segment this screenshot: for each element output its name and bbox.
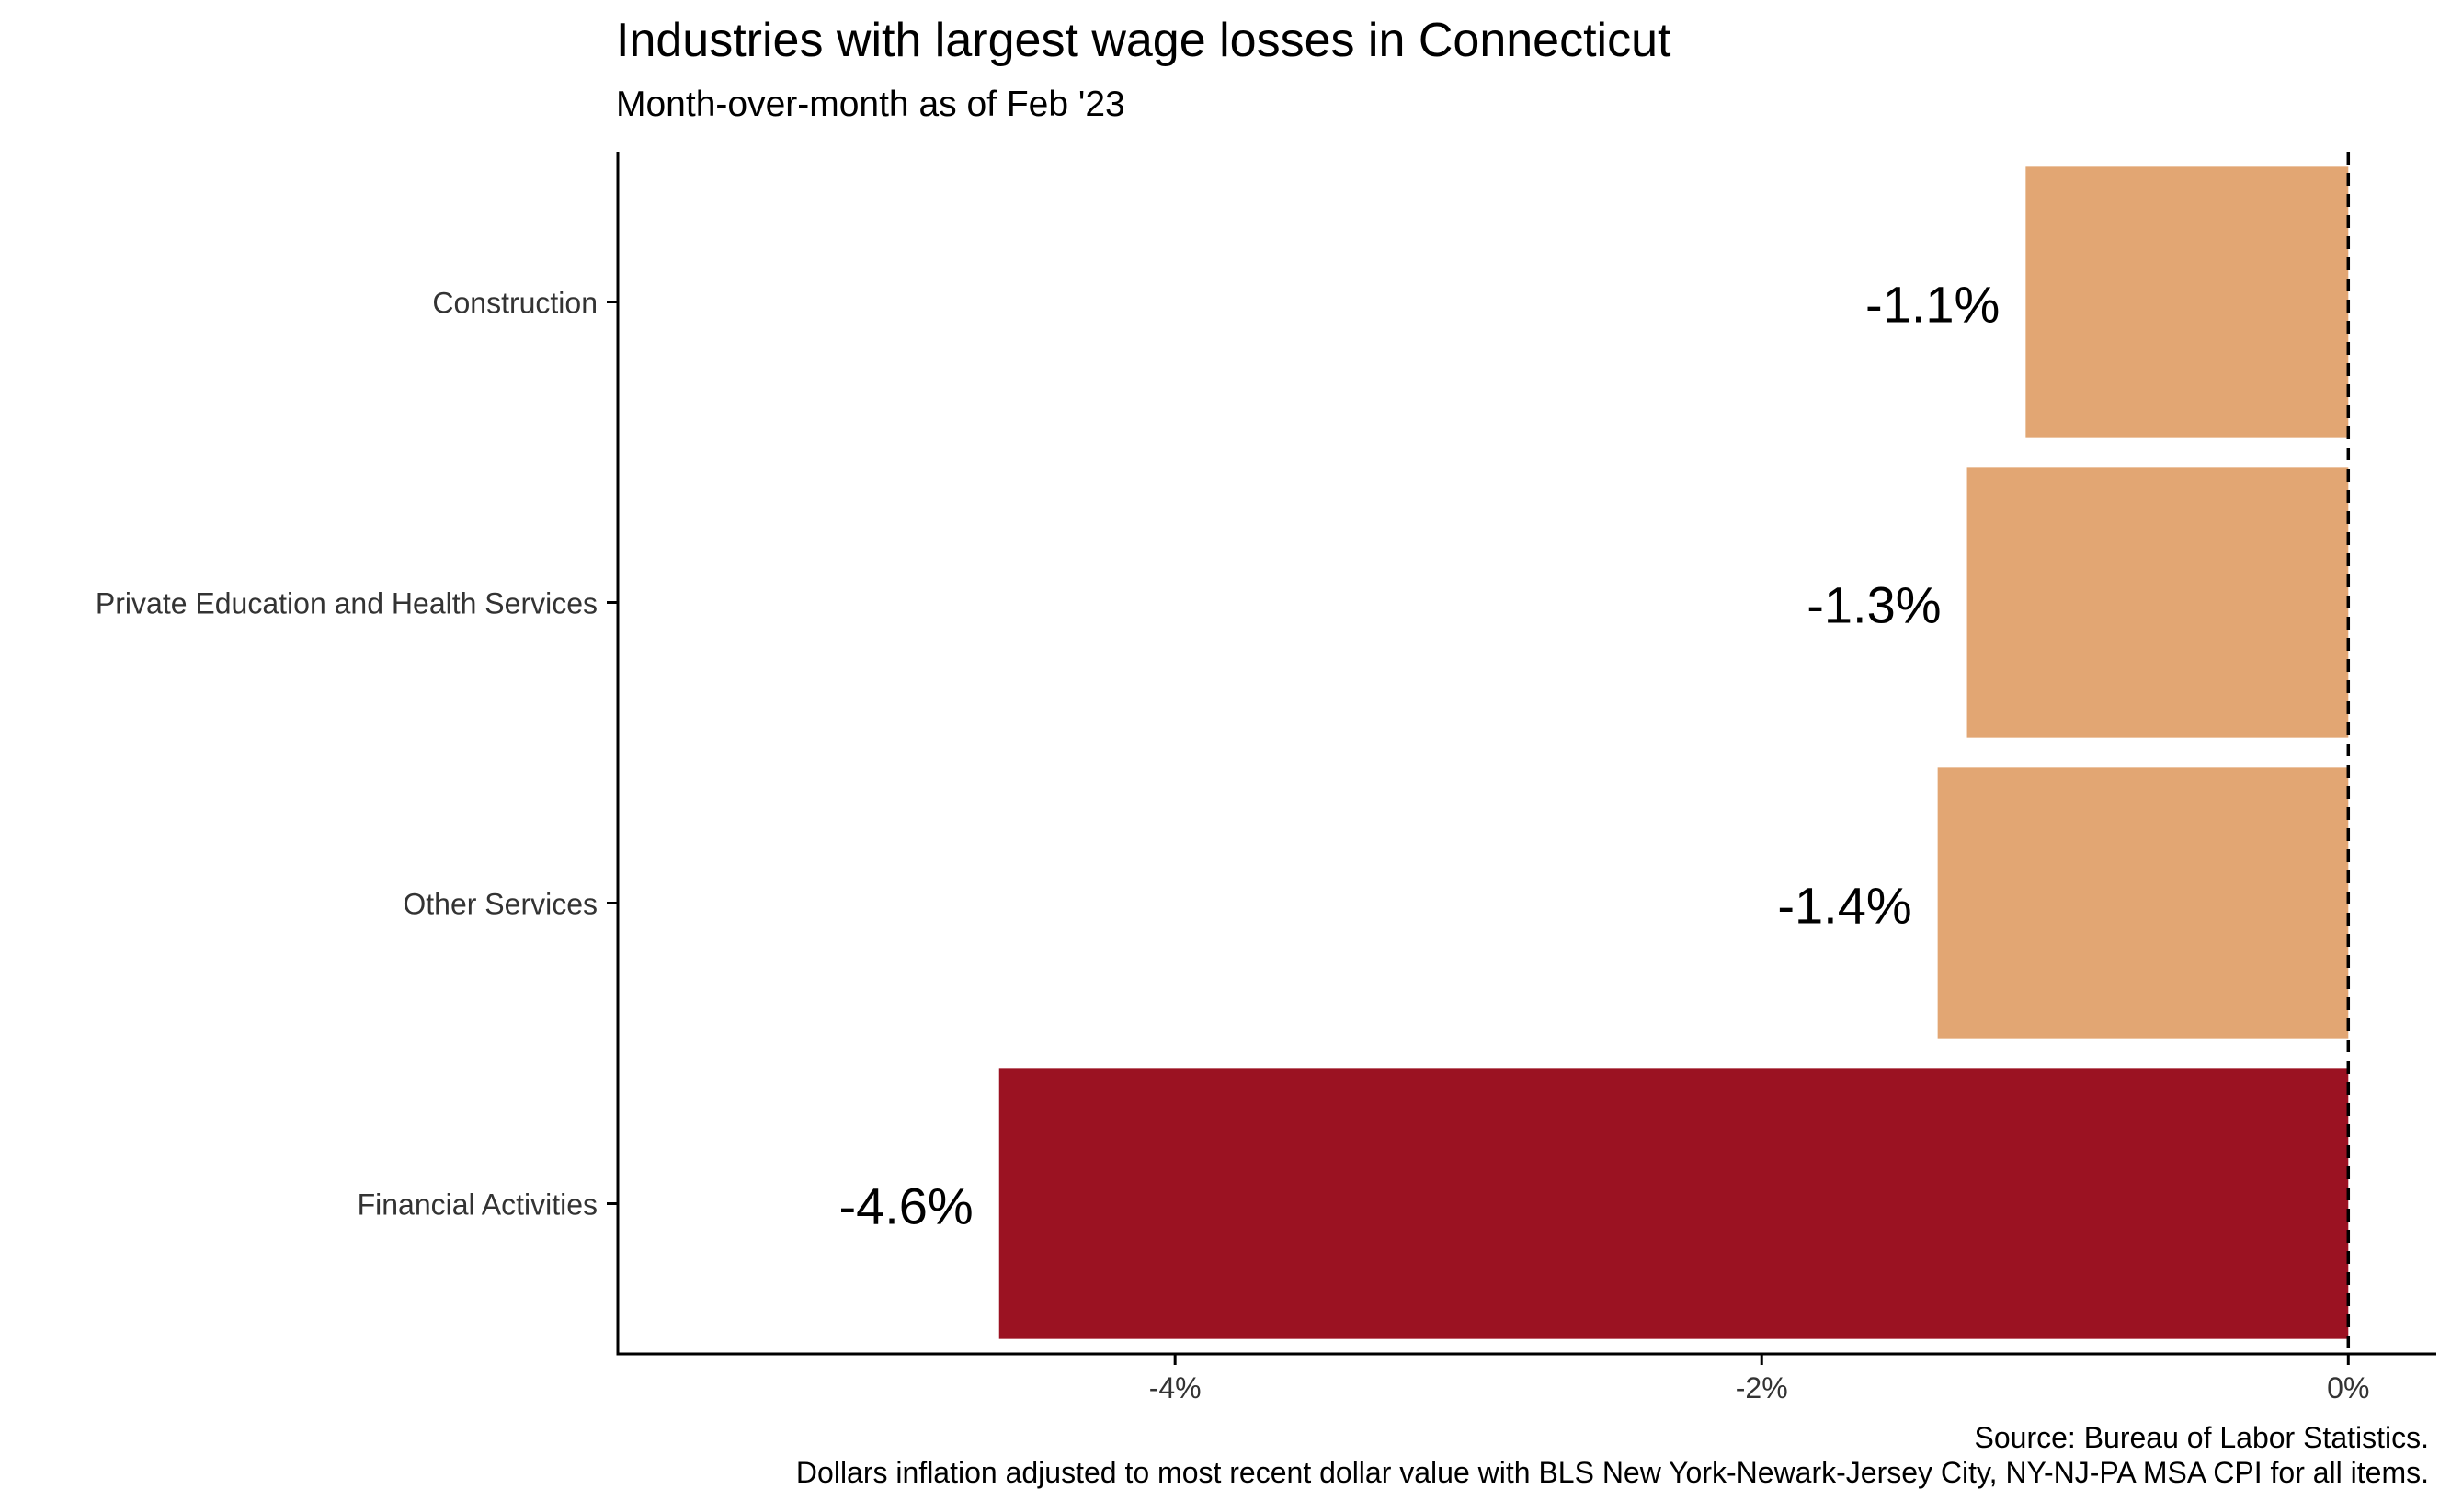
y-tick-label-2: Private Education and Health Services	[96, 587, 598, 620]
data-label-4: -4.6%	[838, 1177, 973, 1235]
chart-title: Industries with largest wage losses in C…	[616, 14, 1671, 67]
caption-note: Dollars inflation adjusted to most recen…	[795, 1456, 2429, 1489]
data-label-2: -1.3%	[1807, 576, 1941, 634]
x-tick-label-2: -2%	[1736, 1371, 1788, 1404]
data-label-1: -1.1%	[1865, 276, 2000, 334]
caption-source: Source: Bureau of Labor Statistics.	[1974, 1421, 2429, 1454]
bar-2	[1966, 467, 2349, 738]
chart-subtitle: Month-over-month as of Feb '23	[616, 85, 1125, 124]
bar-1	[2025, 166, 2349, 438]
y-tick-label-1: Construction	[432, 287, 598, 320]
x-tick-label-3: 0%	[2327, 1371, 2369, 1404]
y-tick-label-3: Other Services	[403, 888, 598, 921]
chart-caption: Source: Bureau of Labor Statistics. Doll…	[796, 1420, 2429, 1490]
bar-3	[1937, 767, 2349, 1039]
y-tick-label-4: Financial Activities	[358, 1188, 598, 1222]
x-tick-label-1: -4%	[1149, 1371, 1202, 1404]
data-label-3: -1.4%	[1777, 877, 1911, 935]
bar-4	[998, 1068, 2349, 1339]
